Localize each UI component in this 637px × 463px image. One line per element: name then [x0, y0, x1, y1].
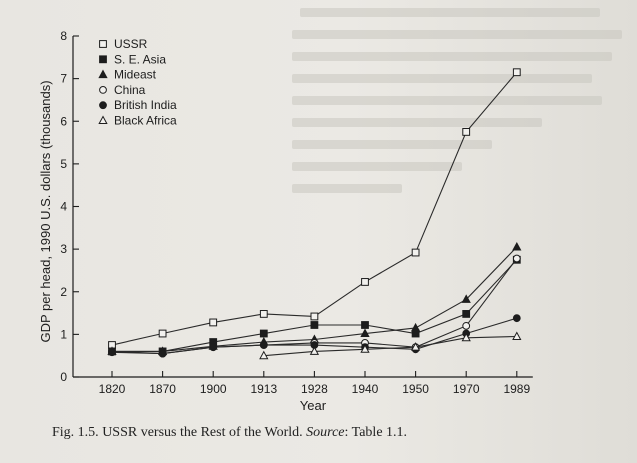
y-tick-label: 0: [60, 370, 67, 384]
legend-label-china: China: [114, 83, 146, 97]
data-point-ussr: [411, 248, 420, 257]
x-tick-label: 1950: [402, 382, 429, 396]
data-point-black-africa: [512, 331, 522, 341]
data-point-s-e-asia: [310, 321, 319, 329]
series-black-africa: [259, 331, 522, 360]
data-point-british-india: [512, 314, 521, 323]
caption-source-text: : Table 1.1.: [344, 425, 408, 440]
y-tick-label: 4: [60, 200, 67, 214]
y-tick-label: 5: [60, 157, 67, 171]
legend-marker-china: [99, 86, 107, 94]
legend-marker-s-e-asia: [99, 55, 107, 64]
data-point-british-india: [209, 343, 218, 352]
y-tick-label: 6: [60, 114, 67, 128]
legend-label-mideast: Mideast: [114, 68, 157, 82]
data-point-ussr: [259, 310, 268, 318]
data-point-s-e-asia: [462, 310, 471, 318]
data-point-black-africa: [410, 342, 421, 351]
x-tick-label: 1989: [503, 382, 530, 396]
data-point-ussr: [512, 68, 521, 77]
caption-label: Fig. 1.5.: [52, 425, 99, 440]
legend-label-black-africa: Black Africa: [114, 114, 177, 128]
legend-marker-mideast: [98, 69, 108, 79]
y-tick-label: 8: [60, 29, 67, 43]
data-point-black-africa: [461, 332, 471, 342]
caption-text: USSR versus the Rest of the World.: [102, 425, 303, 440]
series-mideast: [107, 241, 522, 355]
legend-marker-black-africa: [98, 115, 108, 124]
data-point-black-africa: [309, 346, 320, 355]
legend-label-s-e-asia: S. E. Asia: [114, 52, 166, 66]
series-line-black-africa: [263, 335, 517, 357]
legend-marker-ussr: [99, 40, 107, 48]
series-ussr: [108, 68, 521, 349]
y-tick-label: 7: [60, 72, 67, 86]
data-point-british-india: [108, 348, 116, 357]
data-point-ussr: [158, 329, 167, 338]
x-axis-title: Year: [300, 398, 327, 413]
x-tick-label: 1913: [250, 382, 277, 396]
data-point-british-india: [158, 349, 167, 358]
data-point-s-e-asia: [361, 321, 369, 329]
data-point-mideast: [461, 294, 471, 303]
data-point-ussr: [462, 128, 471, 136]
x-tick-label: 1940: [352, 382, 379, 396]
caption-source-label: Source: [306, 425, 345, 440]
y-axis-title: GDP per head, 1990 U.S. dollars (thousan…: [38, 80, 53, 342]
data-point-british-india: [259, 341, 268, 349]
data-point-black-africa: [360, 344, 370, 353]
y-tick-label: 3: [60, 242, 67, 256]
x-tick-label: 1870: [149, 382, 176, 396]
y-tick-label: 1: [60, 327, 67, 341]
data-point-mideast: [512, 241, 522, 251]
x-tick-label: 1970: [453, 382, 480, 396]
data-point-china: [462, 321, 471, 330]
y-tick-label: 2: [60, 285, 67, 299]
legend-label-ussr: USSR: [114, 37, 148, 51]
chart-series: [107, 68, 522, 360]
legend-marker-british-india: [99, 101, 107, 110]
data-point-s-e-asia: [259, 329, 268, 338]
data-point-ussr: [209, 318, 218, 327]
figure-caption: Fig. 1.5. USSR versus the Rest of the Wo…: [52, 425, 407, 441]
data-point-mideast: [410, 322, 421, 332]
chart-axes: 0 1 2 3 4 5 6 7 8 1820 1870 1900 1913 1928 1940 1950 197…: [60, 29, 533, 396]
x-tick-label: 1820: [99, 382, 126, 396]
data-point-black-africa: [259, 350, 269, 360]
data-point-china: [512, 254, 521, 263]
data-point-ussr: [310, 312, 319, 321]
data-point-mideast: [360, 328, 370, 338]
data-point-ussr: [361, 278, 369, 286]
x-tick-label: 1900: [200, 382, 227, 396]
x-tick-label: 1928: [301, 382, 328, 396]
legend-label-british-india: British India: [114, 98, 177, 112]
